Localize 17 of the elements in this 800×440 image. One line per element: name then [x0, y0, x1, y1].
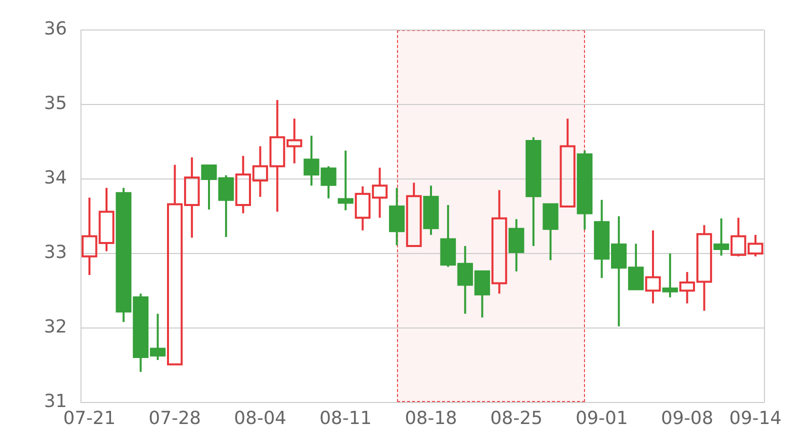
y-tick-label: 32: [44, 316, 67, 338]
x-tick-label: 07-28: [148, 408, 201, 429]
y-tick-label: 33: [44, 242, 67, 264]
candlestick: [491, 189, 508, 295]
x-tick-label: 08-11: [319, 408, 372, 429]
y-tick-label: 34: [44, 168, 67, 189]
x-tick-label: 08-25: [490, 408, 543, 429]
y-tick-label: 35: [44, 93, 67, 114]
x-tick-label: 08-04: [234, 408, 286, 429]
candlestick: [645, 229, 661, 304]
x-tick-label: 09-08: [660, 408, 714, 429]
y-tick-label: 36: [44, 18, 67, 40]
x-tick-label: 08-18: [404, 408, 458, 429]
x-tick-label: 09-01: [576, 408, 628, 429]
candlestick: [560, 118, 576, 208]
candlestick: [406, 182, 422, 247]
x-tick-label: 09-14: [729, 408, 782, 429]
